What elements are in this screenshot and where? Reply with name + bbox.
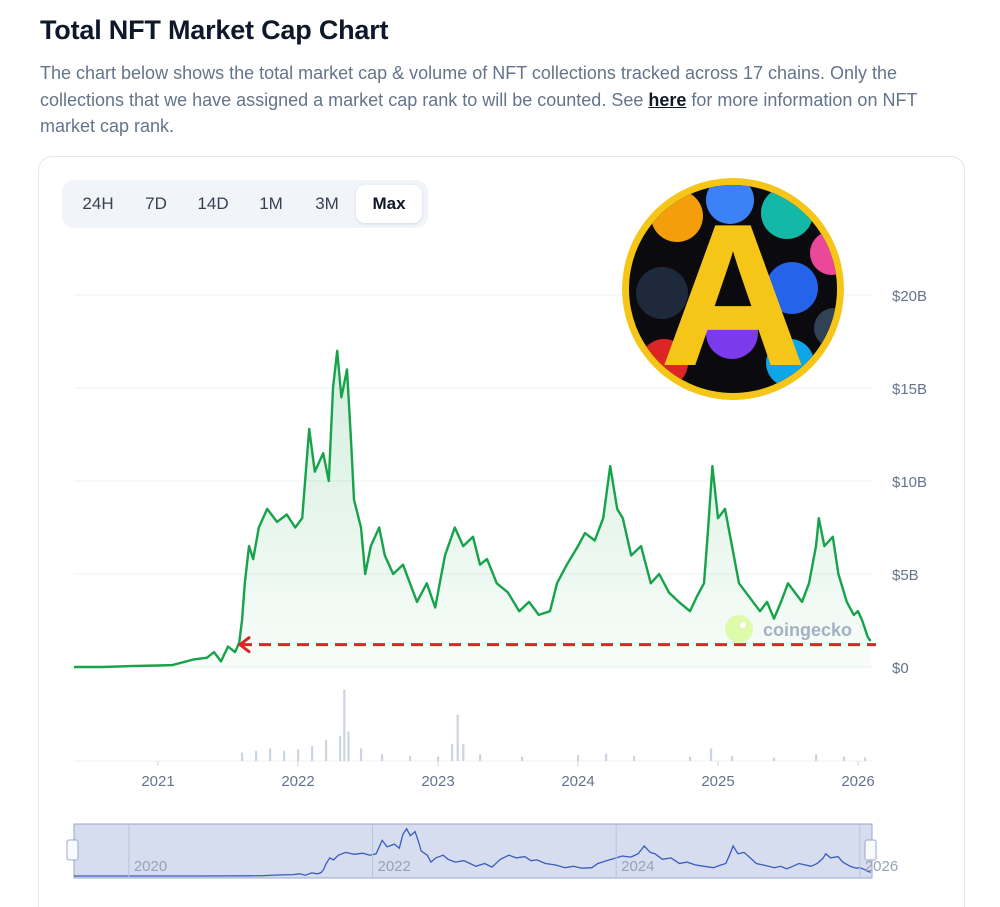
volume-bar bbox=[381, 754, 384, 761]
volume-bar bbox=[815, 754, 818, 761]
navigator-left-handle bbox=[66, 839, 79, 861]
volume-bar bbox=[325, 740, 328, 761]
volume-bar bbox=[462, 744, 465, 761]
y-tick-label: $15B bbox=[892, 381, 927, 398]
volume-bar bbox=[343, 689, 346, 761]
volume-bar bbox=[456, 714, 459, 761]
volume-bar bbox=[297, 749, 300, 761]
volume-bar bbox=[479, 754, 482, 761]
volume-bar bbox=[864, 757, 867, 761]
x-tick-label: 2022 bbox=[281, 773, 314, 790]
volume-bar bbox=[773, 757, 776, 761]
volume-bar bbox=[731, 755, 734, 761]
volume-bar bbox=[347, 731, 350, 761]
x-axis-ticks: 2021 2022 2023 2024 2025 2026 bbox=[141, 761, 875, 790]
volume-bars bbox=[241, 689, 867, 761]
cardano-coin-icon bbox=[766, 262, 818, 314]
time-range-tabs: 24H 7D 14D 1M 3M Max bbox=[62, 180, 428, 228]
navigator-selection bbox=[73, 823, 873, 879]
tab-14d[interactable]: 14D bbox=[197, 194, 229, 213]
volume-bar bbox=[437, 756, 440, 761]
market-cap-area bbox=[74, 350, 871, 667]
reference-arrow-head bbox=[237, 636, 251, 654]
coingecko-eye-icon bbox=[740, 622, 746, 628]
tab-7d[interactable]: 7D bbox=[145, 194, 167, 213]
volume-bar bbox=[843, 756, 846, 761]
volume-bar bbox=[521, 756, 524, 761]
volume-bar bbox=[689, 756, 692, 761]
navigator-ticks: 2020 2022 2024 2026 bbox=[128, 824, 898, 878]
tab-24h[interactable]: 24H bbox=[82, 194, 114, 213]
x-tick-label: 2024 bbox=[561, 773, 594, 790]
navigator-right-handle bbox=[864, 839, 877, 861]
volume-bar bbox=[241, 752, 244, 761]
navigator-tick-label: 2022 bbox=[377, 858, 410, 875]
volume-bar bbox=[577, 755, 580, 761]
blue-coin-icon bbox=[706, 185, 754, 224]
badge-letter: A bbox=[661, 184, 805, 400]
volume-bar bbox=[269, 748, 272, 761]
volume-bar bbox=[605, 753, 608, 761]
navigator-tick-label: 2020 bbox=[134, 858, 167, 875]
description-text-after: for more information on NFT market cap r… bbox=[40, 89, 918, 137]
y-tick-label: $0 bbox=[892, 660, 909, 677]
watermark-text: coingecko bbox=[763, 620, 852, 640]
y-tick-label: $20B bbox=[892, 288, 927, 305]
navigator-tick-label: 2026 bbox=[865, 858, 898, 875]
x-tick-label: 2025 bbox=[701, 773, 734, 790]
volume-bar bbox=[311, 745, 314, 761]
tab-max[interactable]: Max bbox=[356, 185, 422, 223]
a-badge-logo: A bbox=[622, 178, 844, 400]
description-text-before: The chart below shows the total market c… bbox=[40, 63, 898, 110]
volume-bar bbox=[283, 750, 286, 761]
page-title: Total NFT Market Cap Chart bbox=[40, 15, 389, 45]
page-description: The chart below shows the total market c… bbox=[40, 60, 970, 140]
volume-bar bbox=[409, 755, 412, 761]
purple-coin-icon bbox=[706, 307, 758, 359]
volume-bar bbox=[339, 735, 342, 761]
volume-bar bbox=[710, 748, 713, 761]
tab-3m[interactable]: 3M bbox=[315, 194, 339, 213]
market-cap-line bbox=[74, 349, 872, 669]
y-axis-ticks: $0 $5B $10B $15B $20B bbox=[892, 288, 927, 677]
here-link[interactable]: here bbox=[648, 89, 687, 110]
volume-bar bbox=[633, 755, 636, 761]
navigator-tick-label: 2024 bbox=[621, 858, 654, 875]
coingecko-logo-icon bbox=[725, 615, 753, 643]
x-tick-label: 2026 bbox=[841, 773, 874, 790]
y-tick-label: $5B bbox=[892, 567, 919, 584]
y-tick-label: $10B bbox=[892, 474, 927, 491]
volume-bar bbox=[255, 750, 258, 761]
volume-bar bbox=[360, 748, 363, 761]
volume-bar bbox=[451, 744, 454, 761]
navigator-line bbox=[74, 827, 871, 877]
x-tick-label: 2023 bbox=[421, 773, 454, 790]
solana-coin-icon bbox=[636, 267, 688, 319]
x-tick-label: 2021 bbox=[141, 773, 174, 790]
tab-1m[interactable]: 1M bbox=[259, 194, 283, 213]
coingecko-watermark: coingecko bbox=[725, 615, 852, 643]
